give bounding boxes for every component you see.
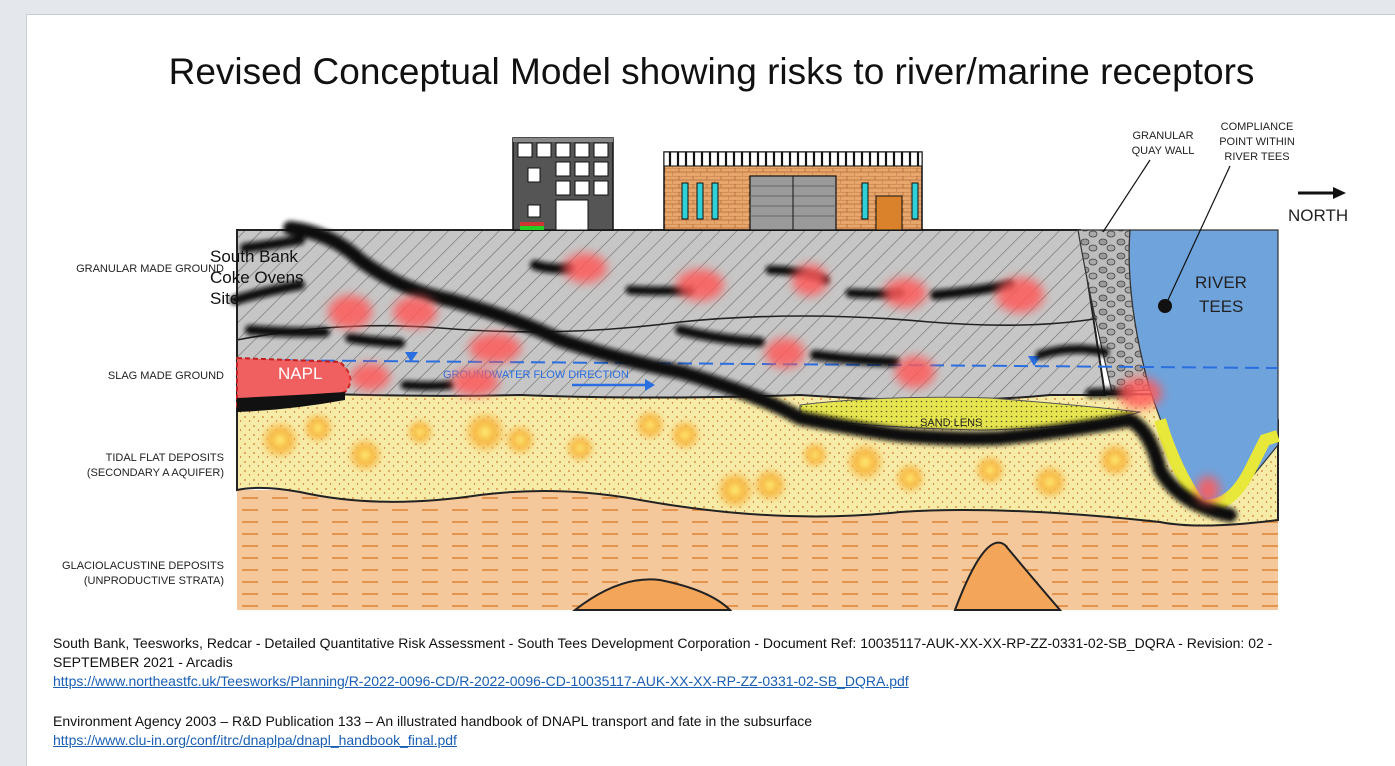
water-table-marker-1 [405, 352, 418, 362]
site-label-line3: Site [210, 289, 240, 308]
label-granular-quay-1: GRANULAR [1132, 130, 1193, 142]
label-slag-made-ground: SLAG MADE GROUND [108, 370, 224, 382]
glacio-mound-2 [953, 541, 1063, 611]
label-tidal-flat-2: (SECONDARY A AQUIFER) [87, 467, 224, 479]
reference-2-text: Environment Agency 2003 – R&D Publicatio… [53, 713, 813, 729]
building-office [512, 137, 614, 231]
label-glacio-2: (UNPRODUCTIVE STRATA) [84, 575, 224, 587]
compliance-point-marker [1158, 299, 1172, 313]
sand-lens [799, 396, 1141, 431]
reference-1-text: South Bank, Teesworks, Redcar - Detailed… [53, 635, 1273, 670]
groundwater-flow-arrowhead [645, 379, 655, 391]
reference-1-link[interactable]: https://www.northeastfc.uk/Teesworks/Pla… [53, 673, 909, 689]
reference-1: South Bank, Teesworks, Redcar - Detailed… [53, 634, 1333, 691]
reference-2-link[interactable]: https://www.clu-in.org/conf/itrc/dnaplpa… [53, 732, 457, 748]
sand-lens-label: SAND LENS [920, 417, 982, 429]
reference-2: Environment Agency 2003 – R&D Publicatio… [53, 712, 1333, 750]
site-label-line2: Coke Ovens [210, 268, 304, 287]
compliance-pointer [1167, 165, 1231, 301]
river-label-1: RIVER [1195, 273, 1247, 292]
label-tidal-flat-1: TIDAL FLAT DEPOSITS [106, 452, 224, 464]
north-label: NORTH [1288, 206, 1348, 225]
napl-label: NAPL [278, 364, 322, 383]
napl-base [237, 392, 345, 412]
river-label-2: TEES [1199, 297, 1243, 316]
label-granular-quay-2: QUAY WALL [1132, 145, 1195, 157]
site-label-line1: South Bank [210, 247, 298, 266]
glacio-mound-1 [572, 578, 733, 611]
label-compliance-2: POINT WITHIN [1219, 136, 1295, 148]
site-label: South Bank Coke Ovens Site [210, 246, 304, 309]
water-table-line [236, 359, 1279, 369]
layer-boundary [236, 315, 1101, 341]
label-compliance-3: RIVER TEES [1224, 151, 1289, 163]
label-glacio-1: GLACIOLACUSTINE DEPOSITS [62, 560, 224, 572]
label-compliance-1: COMPLIANCE [1221, 121, 1294, 133]
dissolved-phase-glows [260, 409, 1133, 510]
label-granular-made-ground: GRANULAR MADE GROUND [76, 263, 224, 275]
north-arrowhead [1333, 187, 1346, 199]
building-warehouse [663, 151, 923, 231]
napl-blobs [328, 253, 1220, 504]
slide-title: Revised Conceptual Model showing risks t… [168, 51, 1255, 92]
quay-wall-pointer [1102, 159, 1151, 233]
